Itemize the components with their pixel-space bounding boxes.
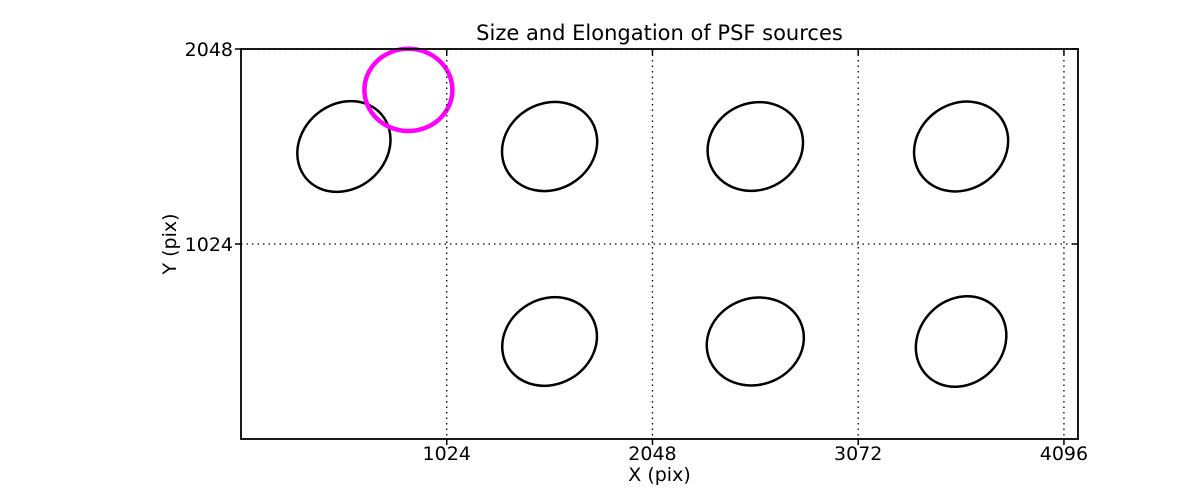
psf-ellipse-2: [500, 100, 599, 193]
tick-labels-layer: 1024 2048 3072 4096 1024 2048: [185, 39, 1088, 465]
psf-ellipse-1: [296, 99, 392, 194]
y-axis-label: Y (pix): [159, 213, 181, 275]
tick-label-x-1024: 1024: [423, 443, 471, 465]
psf-ellipse-4: [912, 100, 1010, 193]
tick-label-x-2048: 2048: [628, 443, 676, 465]
psf-ellipse-5: [501, 295, 599, 388]
tick-label-y-1024: 1024: [185, 234, 233, 256]
chart-title: Size and Elongation of PSF sources: [476, 21, 843, 45]
tick-label-y-2048: 2048: [185, 39, 233, 61]
ticks-layer: [235, 48, 1078, 445]
psf-ellipse-6: [705, 296, 806, 387]
x-axis-label: X (pix): [628, 464, 690, 486]
highlight-ellipse: [362, 46, 455, 134]
tick-label-x-4096: 4096: [1040, 443, 1088, 465]
tick-label-x-3072: 3072: [834, 443, 882, 465]
psf-ellipse-3: [706, 100, 805, 193]
psf-ellipse-7: [914, 294, 1008, 389]
